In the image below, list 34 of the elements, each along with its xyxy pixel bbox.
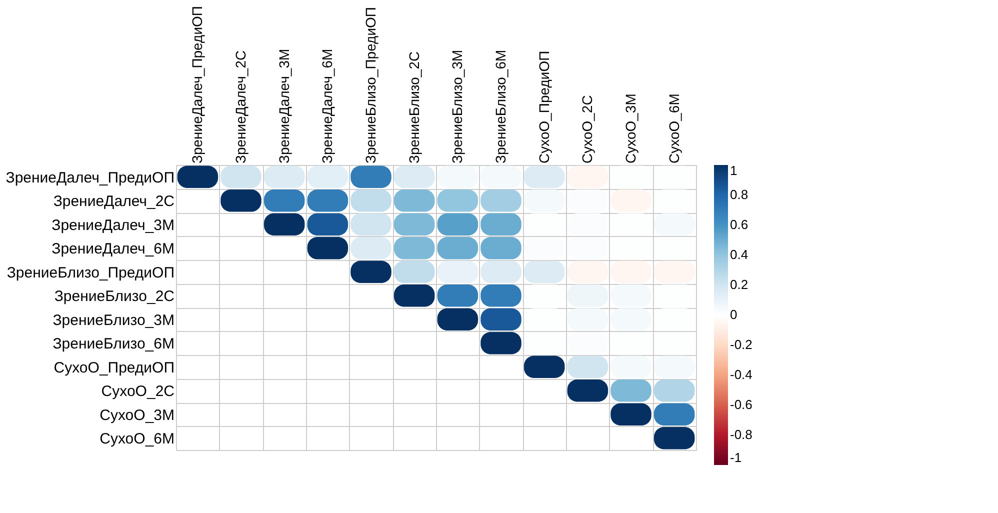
- y-tick-label: СухоО_ПредиОП: [54, 359, 174, 376]
- y-tick-label: ЗрениеДалеч_6М: [52, 240, 174, 258]
- color-bar-label: 0.2: [730, 277, 748, 292]
- color-bar-label: 0.8: [730, 187, 748, 202]
- x-tick-label: ЗрениеБлизо_3М: [449, 50, 466, 164]
- y-tick-label: ЗрениеДалеч_2С: [53, 193, 175, 210]
- color-bar-label: -1: [730, 450, 742, 465]
- color-bar-label: 0: [730, 307, 738, 322]
- color-bar-label: -0.6: [730, 397, 752, 412]
- color-bar-label: 1: [730, 163, 738, 178]
- y-tick-label: ЗрениеБлизо_6М: [52, 336, 174, 353]
- y-tick-label: СухоО_2С: [101, 383, 175, 400]
- x-tick-label: ЗрениеБлизо_ПредиОП: [362, 7, 378, 164]
- color-bar-label: -0.8: [730, 427, 752, 442]
- x-tick-label: СухоО_3М: [622, 94, 638, 164]
- x-tick-label: ЗрениеБлизо_6М: [492, 50, 508, 164]
- x-tick-label: ЗрениеДалеч_6М: [319, 48, 336, 164]
- x-tick-label: ЗрениеБлизо_2С: [406, 51, 422, 164]
- x-tick-label: ЗрениеДалеч_3М: [276, 48, 292, 164]
- y-tick-label: СухоО_6М: [100, 430, 174, 448]
- y-tick-label: СухоО_3М: [100, 406, 174, 424]
- x-tick-label: СухоО_2С: [579, 95, 596, 164]
- color-bar-label: -0.4: [730, 367, 752, 382]
- color-bar-label: 0.6: [730, 217, 748, 232]
- y-tick-label: ЗрениеДалеч_ПредиОП: [6, 169, 174, 186]
- y-tick-label: ЗрениеБлизо_ПредиОП: [6, 264, 174, 282]
- y-tick-label: ЗрениеБлизо_3М: [52, 312, 174, 329]
- color-bar-label: 0.4: [730, 247, 748, 262]
- x-tick-label: ЗрениеДалеч_2С: [232, 50, 248, 164]
- y-tick-label: ЗрениеДалеч_3М: [52, 216, 174, 234]
- x-tick-label: СухоО_ПредиОП: [536, 50, 552, 164]
- y-tick-label: ЗрениеБлизо_2С: [54, 288, 175, 306]
- color-bar-label: -0.2: [730, 337, 752, 352]
- x-tick-label: СухоО_6М: [666, 94, 682, 164]
